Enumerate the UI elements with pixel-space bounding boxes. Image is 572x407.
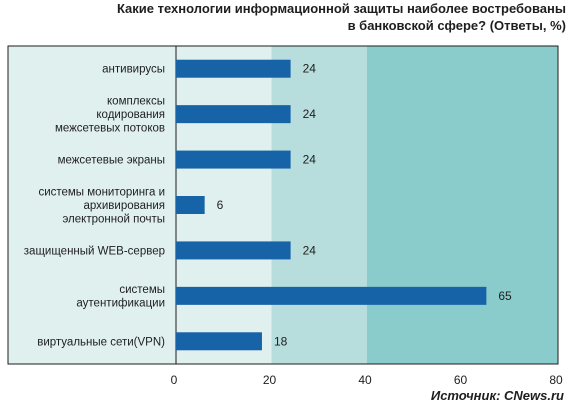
x-tick-label-2: 40 [358,373,372,387]
category-label-2: межсетевые экраны [58,155,165,167]
value-label-6: 18 [274,334,288,348]
band-20-40 [271,46,367,364]
value-label-5: 65 [498,289,512,303]
bar-6 [176,332,262,351]
category-label-4: защищенный WEB-сервер [24,245,165,257]
bar-2 [176,150,291,169]
value-label-0: 24 [303,62,317,76]
plot-area: 24 антивирусы 24 комплексы кодирования межсет… [7,45,563,387]
x-tick-label-0: 0 [171,373,178,387]
value-label-4: 24 [303,243,317,257]
source-name: CNews.ru [504,388,564,403]
bar-3 [176,196,205,214]
category-label-5: системы аутентификации [76,284,165,310]
bar-0 [176,59,291,78]
category-label-3: системы мониторинга и архивирования электр… [38,187,165,226]
band-0-20 [8,46,272,364]
plot-frame [7,45,559,365]
value-label-2: 24 [303,153,317,167]
band-40-80 [367,46,558,364]
category-label-6: виртуальные сети(VPN) [37,336,165,348]
chart-title: Какие технологии информационной защиты н… [116,1,566,33]
category-label-1: комплексы кодирования межсетевых потоков [55,96,165,135]
x-tick-label-3: 60 [454,373,468,387]
value-label-1: 24 [303,107,317,121]
bar-1 [176,105,291,124]
source-line: Источник: CNews.ru [431,388,564,403]
value-label-3: 6 [217,198,224,212]
bar-5 [176,286,487,305]
bar-4 [176,241,291,260]
x-tick-label-4: 80 [549,373,563,387]
source-label: Источник: [430,388,501,403]
x-tick-label-1: 20 [263,373,277,387]
category-label-0: антивирусы [102,64,165,76]
